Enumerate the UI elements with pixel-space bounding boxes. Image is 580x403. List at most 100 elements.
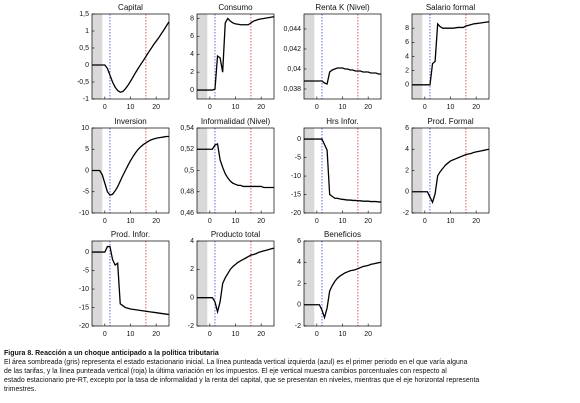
plot-frame [303, 13, 382, 100]
x-tick-label: 20 [152, 331, 160, 338]
panel-title: Prod. Infor. [111, 230, 150, 239]
plot-frame [196, 240, 275, 327]
y-tick-label: 0,52 [180, 146, 194, 153]
y-tick-label: 0,042 [283, 46, 301, 53]
x-tick-label: 10 [232, 331, 240, 338]
x-tick-label: 10 [127, 331, 135, 338]
y-tick-label: 0 [85, 249, 89, 256]
y-tick-label: -2 [295, 323, 301, 330]
x-tick-label: 0 [103, 331, 107, 338]
panel-title: Salario formal [426, 3, 476, 12]
plot-frame [91, 13, 170, 100]
panel-title: Hrs Infor. [326, 117, 358, 126]
y-tick-label: -5 [83, 189, 89, 196]
y-tick-label: 6 [190, 33, 194, 40]
panel-title: Beneficios [324, 230, 361, 239]
y-tick-label: 4 [190, 51, 194, 58]
data-line [197, 143, 274, 189]
y-tick-label: -15 [79, 304, 89, 311]
steady-state-shade [412, 128, 423, 213]
x-tick-label: 10 [339, 331, 347, 338]
x-tick-label: 0 [315, 218, 319, 225]
y-tick-label: 0,54 [180, 125, 194, 132]
y-tick-label: 0 [297, 136, 301, 143]
caption-line: trimestres. [4, 386, 36, 393]
y-tick-label: -2 [403, 210, 409, 217]
plot-frame [303, 240, 382, 327]
x-tick-label: 10 [339, 104, 347, 111]
y-tick-label: 0 [297, 302, 301, 309]
x-tick-label: 0 [315, 331, 319, 338]
x-tick-label: 20 [364, 331, 372, 338]
steady-state-shade [92, 241, 103, 326]
y-tick-label: 2 [190, 266, 194, 273]
y-tick-label: 0 [405, 189, 409, 196]
x-tick-label: 0 [208, 218, 212, 225]
data-line [412, 148, 490, 205]
steady-state-shade [92, 14, 103, 99]
y-tick-label: 10 [81, 125, 89, 132]
x-tick-label: 0 [315, 104, 319, 111]
panel-title: Producto total [211, 230, 261, 239]
y-tick-label: 8 [405, 25, 409, 32]
y-tick-label: 5 [85, 146, 89, 153]
plot-frame [91, 127, 170, 214]
steady-state-shade [412, 14, 423, 99]
panel-title: Consumo [218, 3, 253, 12]
panel-title: Capital [118, 3, 143, 12]
y-tick-label: 6 [297, 238, 301, 245]
panel-title: Informalidad (Nivel) [201, 117, 271, 126]
y-tick-label: -2 [188, 323, 194, 330]
x-tick-label: 10 [232, 218, 240, 225]
x-tick-label: 10 [232, 104, 240, 111]
y-tick-label: 0 [85, 167, 89, 174]
y-tick-label: 0 [405, 82, 409, 89]
caption-line: de las tarifas, y la línea punteada vert… [4, 368, 447, 375]
y-tick-label: -1 [83, 96, 89, 103]
y-tick-label: 1,5 [79, 11, 89, 18]
y-tick-label: 4 [405, 53, 409, 60]
x-tick-label: 10 [127, 218, 135, 225]
steady-state-shade [197, 128, 208, 213]
plot-frame [196, 127, 275, 214]
y-tick-label: 6 [405, 39, 409, 46]
panel-title: Renta K (Nivel) [315, 3, 370, 12]
y-tick-label: 0,5 [79, 45, 89, 52]
y-tick-label: 0,48 [180, 189, 194, 196]
plot-frame [411, 127, 490, 214]
data-line [92, 21, 170, 93]
y-tick-label: 0,04 [287, 66, 301, 73]
x-tick-label: 0 [208, 104, 212, 111]
x-tick-label: 10 [447, 104, 455, 111]
y-tick-label: 1 [85, 28, 89, 35]
x-tick-label: 20 [152, 104, 160, 111]
y-tick-label: -5 [295, 154, 301, 161]
x-tick-label: 0 [103, 218, 107, 225]
y-tick-label: 0 [190, 295, 194, 302]
x-tick-label: 10 [447, 218, 455, 225]
y-tick-label: 4 [405, 146, 409, 153]
y-tick-label: -20 [291, 210, 301, 217]
x-tick-label: 20 [257, 104, 265, 111]
y-tick-label: -10 [79, 286, 89, 293]
x-tick-label: 0 [103, 104, 107, 111]
x-tick-label: 20 [472, 104, 480, 111]
caption-title: Figura 8. Reacción a un choque anticipad… [4, 350, 219, 357]
x-tick-label: 20 [257, 218, 265, 225]
data-line [304, 67, 381, 85]
y-tick-label: 0,46 [180, 210, 194, 217]
caption-line: estado estacionario pre-RT, excepto por … [4, 377, 479, 384]
data-line [197, 247, 275, 315]
x-tick-label: 20 [152, 218, 160, 225]
caption-line: El área sombreada (gris) representa el e… [4, 359, 468, 366]
y-tick-label: 6 [405, 125, 409, 132]
data-line [412, 21, 490, 86]
y-tick-label: 2 [190, 69, 194, 76]
steady-state-shade [304, 128, 315, 213]
plot-frame [196, 13, 275, 100]
y-tick-label: 0 [85, 62, 89, 69]
x-tick-label: 20 [257, 331, 265, 338]
y-tick-label: 2 [405, 167, 409, 174]
y-tick-label: 8 [190, 15, 194, 22]
